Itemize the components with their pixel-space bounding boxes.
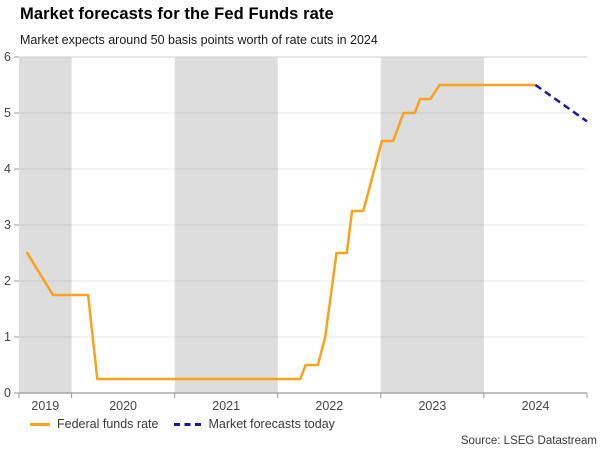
x-tick-label: 2021 <box>212 399 240 413</box>
federal-funds-line-swatch <box>30 422 50 426</box>
legend-label-federal-funds-rate: Federal funds rate <box>57 417 159 431</box>
forecast-line-swatch <box>174 422 202 426</box>
y-tick-label: 0 <box>4 386 11 400</box>
x-tick-label: 2024 <box>522 399 550 413</box>
x-tick-label: 2023 <box>418 399 446 413</box>
x-tick-label: 2019 <box>31 399 59 413</box>
year-shading-band <box>380 57 484 393</box>
x-tick-label: 2020 <box>109 399 137 413</box>
chart-canvas: 0 1 2 3 4 5 6 2019 2020 2021 2022 2023 2024 <box>4 50 588 413</box>
y-tick-label: 3 <box>4 218 11 232</box>
y-tick-label: 2 <box>4 274 11 288</box>
y-tick-label: 4 <box>4 162 11 176</box>
x-tick-label: 2022 <box>315 399 343 413</box>
year-shading-band <box>174 57 278 393</box>
series-market-forecasts-today <box>534 83 588 123</box>
legend-item-federal-funds-rate: Federal funds rate <box>30 417 158 431</box>
chart-title: Market forecasts for the Fed Funds rate <box>20 5 334 23</box>
source-note: Source: LSEG Datastream <box>460 435 597 447</box>
legend-item-market-forecasts-today: Market forecasts today <box>174 417 335 431</box>
y-tick-label: 6 <box>4 50 11 64</box>
y-tick-label: 1 <box>4 330 11 344</box>
legend-label-market-forecasts-today: Market forecasts today <box>208 417 335 431</box>
chart-subtitle: Market expects around 50 basis points wo… <box>20 33 378 47</box>
y-tick-label: 5 <box>4 106 11 120</box>
legend: Federal funds rate Market forecasts toda… <box>30 417 335 431</box>
year-shading-band <box>19 57 72 393</box>
series-federal-funds-rate <box>25 83 537 381</box>
